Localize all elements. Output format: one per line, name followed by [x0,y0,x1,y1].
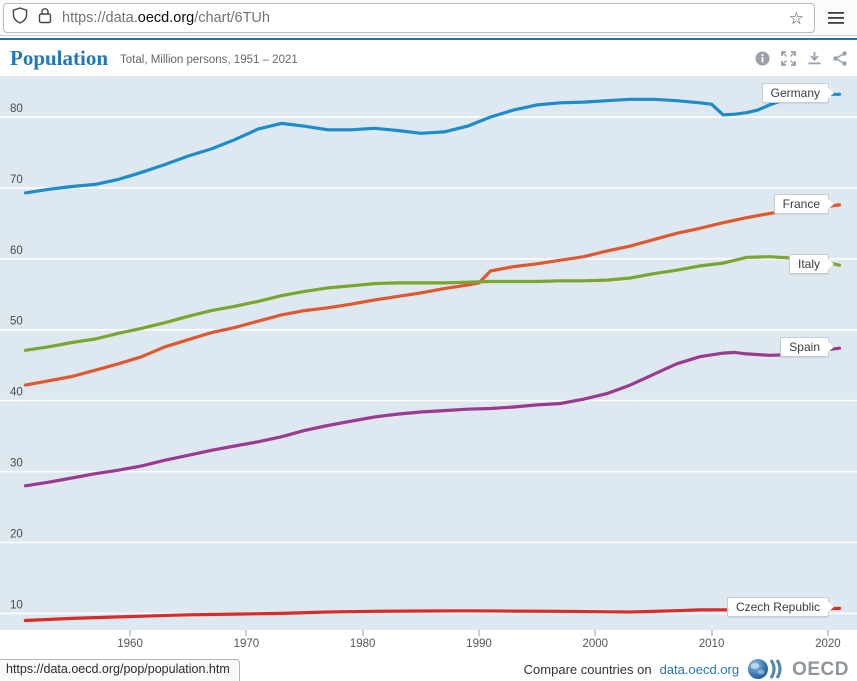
series-line-czech-republic [23,606,842,623]
x-tick-label: 1990 [466,638,492,650]
url-path: /chart/6TUh [194,10,270,26]
y-tick-label: 60 [10,245,23,257]
series-label-czech-republic: Czech Republic [726,597,834,618]
x-tick-label: 2010 [698,638,725,650]
status-bar-url: https://data.oecd.org/pop/population.htm [0,659,240,681]
y-tick-label: 10 [10,599,23,611]
browser-toolbar: https://data.oecd.org/chart/6TUh ☆ [0,0,857,36]
compare-link[interactable]: data.oecd.org [659,661,740,677]
bookmark-star-icon[interactable]: ☆ [788,8,804,28]
x-tick-mark [710,630,713,636]
url-text[interactable]: https://data.oecd.org/chart/6TUh [62,10,787,26]
info-icon[interactable] [755,51,770,66]
x-tick-mark [477,630,480,636]
address-bar[interactable]: https://data.oecd.org/chart/6TUh ☆ [3,3,815,33]
lock-icon[interactable] [38,7,52,29]
url-domain: oecd.org [137,10,195,26]
chart-subtitle: Total, Million persons, 1951 – 2021 [120,54,298,66]
series-label-spain: Spain [780,337,834,358]
x-tick-label: 2000 [582,638,609,650]
series-line-germany [23,92,842,195]
menu-hamburger-icon[interactable] [823,7,849,29]
x-tick-mark [245,630,248,636]
label-pointer [827,197,834,210]
series-line-france [23,203,842,387]
series-line-spain [23,346,842,488]
footer: https://data.oecd.org/pop/population.htm… [0,657,857,681]
x-tick-label: 1970 [233,638,260,650]
x-axis: 1960 1970 1980 1990 2000 2010 2020 [0,630,857,657]
url-prefix: https://data. [62,10,138,26]
series-line-italy [23,255,842,352]
line-chart: 10 20 30 40 50 60 70 80 Germany France Italy Spain… [0,76,857,630]
y-tick-label: 20 [10,528,23,540]
download-icon[interactable] [807,51,822,66]
x-tick-mark [826,630,829,636]
y-tick-label: 30 [10,458,23,470]
x-tick-label: 1980 [349,638,376,650]
series-label-france: France [773,193,834,214]
oecd-globe-icon [748,659,782,679]
x-tick-mark [361,630,364,636]
label-pointer [827,258,834,271]
y-tick-label: 80 [10,103,23,115]
x-tick-mark [594,630,597,636]
compare-text: Compare countries on [523,661,652,677]
fullscreen-icon[interactable] [781,50,796,66]
y-tick-label: 50 [10,316,23,328]
y-tick-label: 70 [10,174,23,186]
shield-icon[interactable] [12,7,28,29]
x-tick-label: 2020 [815,638,841,650]
label-pointer [827,601,834,614]
oecd-logo-text: OECD [792,658,849,680]
series-label-italy: Italy [788,254,834,275]
series-label-germany: Germany [761,83,834,104]
share-icon[interactable] [833,50,847,66]
label-pointer [827,87,834,100]
label-pointer [827,341,834,354]
chart-header: Population Total, Million persons, 1951 … [0,40,857,76]
chart-canvas: 10 20 30 40 50 60 70 80 [0,92,857,623]
x-tick-label: 1960 [117,638,143,650]
page-title: Population [10,45,109,70]
page-accent-border [0,38,857,40]
oecd-logo: OECD [747,658,849,680]
y-tick-label: 40 [10,387,23,399]
x-tick-mark [129,630,132,636]
